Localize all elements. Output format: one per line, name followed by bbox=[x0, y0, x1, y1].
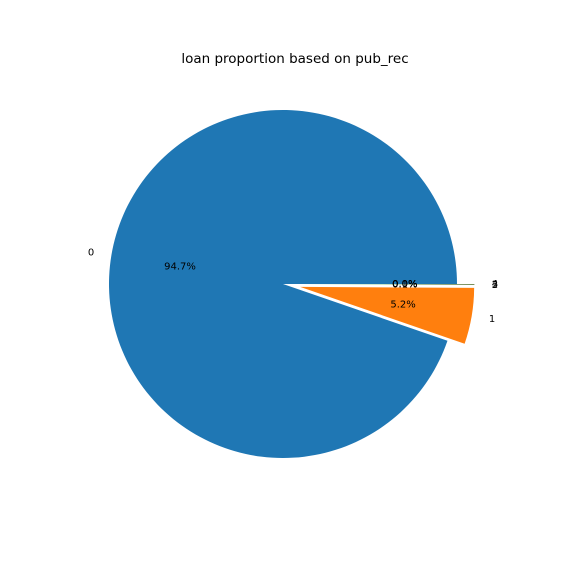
percent-label-0: 94.7% bbox=[164, 262, 196, 273]
pie-slice-2 bbox=[300, 284, 475, 286]
chart-title: loan proportion based on pub_rec bbox=[181, 51, 408, 67]
category-label-0: 0 bbox=[88, 247, 94, 258]
percent-label-2: 0.1% bbox=[392, 279, 417, 290]
pie-slice-1 bbox=[300, 286, 475, 344]
pie-labels: 094.7%15.2%20.1% 30.0% 40.0% bbox=[88, 247, 498, 325]
category-label-1: 1 bbox=[489, 314, 495, 325]
percent-label-3: 0.0% bbox=[392, 279, 417, 290]
pie-slices bbox=[108, 110, 475, 459]
pie-slice-0 bbox=[108, 110, 457, 459]
category-label-2: 2 bbox=[492, 280, 498, 291]
percent-label-1: 5.2% bbox=[390, 299, 415, 310]
percent-label-4: 0.0% bbox=[392, 279, 417, 290]
category-label-3: 3 bbox=[492, 279, 498, 290]
category-label-4: 4 bbox=[492, 279, 498, 290]
